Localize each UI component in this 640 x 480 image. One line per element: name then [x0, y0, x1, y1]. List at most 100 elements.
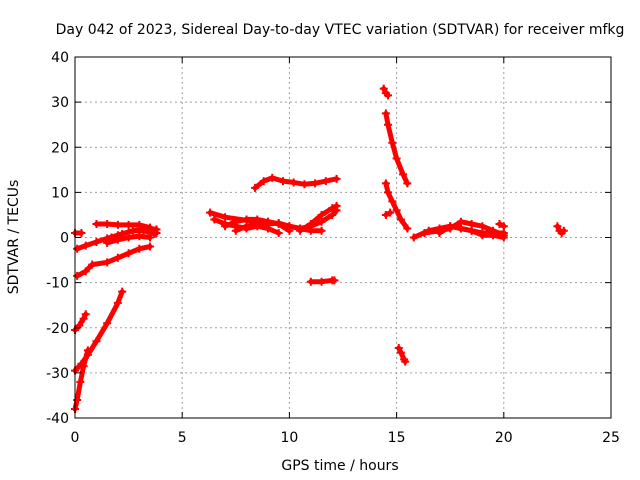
series-s21 — [394, 344, 410, 366]
data-point — [81, 241, 90, 250]
data-point — [92, 337, 101, 346]
data-point — [113, 220, 122, 229]
series-s4 — [107, 226, 159, 242]
data-point — [221, 222, 230, 231]
series-s3 — [92, 219, 161, 237]
data-point — [311, 179, 320, 188]
data-point — [392, 206, 401, 215]
data-point — [381, 179, 390, 188]
data-point — [317, 226, 326, 235]
data-point — [79, 362, 88, 371]
data-point — [332, 174, 341, 183]
series-s14 — [296, 201, 341, 235]
x-tick-label: 0 — [71, 430, 80, 446]
data-point — [381, 109, 390, 118]
data-point — [253, 219, 262, 228]
y-tick-label: 10 — [51, 185, 69, 201]
data-point — [92, 219, 101, 228]
series-line — [383, 180, 410, 231]
series-s20 — [381, 208, 395, 219]
data-point — [328, 210, 337, 219]
data-point — [384, 120, 393, 129]
data-point — [118, 287, 127, 296]
y-tick-label: 20 — [51, 140, 69, 156]
data-point — [83, 346, 92, 355]
data-point — [328, 204, 337, 213]
data-point — [456, 224, 465, 233]
data-point — [285, 222, 294, 231]
data-point — [274, 228, 283, 237]
series-s15 — [251, 173, 341, 192]
data-point — [146, 233, 155, 242]
data-point — [495, 219, 504, 228]
data-point — [321, 177, 330, 186]
chart-title: Day 042 of 2023, Sidereal Day-to-day VTE… — [56, 22, 625, 38]
axis-ticks: 0 5 10 15 20 25 -40 -30 -20 -10 0 10 20 30 40 — [46, 50, 620, 446]
data-point — [379, 84, 388, 93]
data-point — [77, 228, 86, 237]
y-tick-label: 30 — [51, 95, 69, 111]
data-point — [76, 377, 85, 386]
data-point — [489, 231, 498, 240]
y-tick-label: -20 — [46, 321, 69, 337]
x-tick-label: 10 — [280, 430, 298, 446]
x-tick-label: 25 — [602, 430, 620, 446]
data-point — [103, 258, 112, 267]
data-point — [392, 154, 401, 163]
data-point — [242, 215, 251, 224]
data-point — [478, 231, 487, 240]
data-point — [384, 91, 393, 100]
data-point — [92, 238, 101, 247]
data-point — [386, 208, 395, 217]
series-s18 — [381, 109, 412, 188]
data-point — [388, 197, 397, 206]
data-point — [399, 170, 408, 179]
data-point — [73, 271, 82, 280]
data-point — [88, 260, 97, 269]
series-s24 — [435, 222, 508, 242]
series-s7 — [71, 310, 90, 335]
data-point — [467, 219, 476, 228]
series-s8 — [71, 287, 127, 375]
data-point — [403, 179, 412, 188]
y-tick-label: 40 — [51, 50, 69, 66]
data-point — [300, 180, 309, 189]
series-s16 — [306, 276, 339, 286]
data-point — [332, 201, 341, 210]
x-tick-label: 5 — [178, 430, 187, 446]
data-point — [268, 173, 277, 182]
data-point — [79, 314, 88, 323]
series-s26 — [553, 222, 568, 237]
y-tick-label: -10 — [46, 276, 69, 292]
data-point — [478, 222, 487, 231]
y-tick-label: -40 — [46, 411, 69, 427]
data-point — [553, 222, 562, 231]
data-point — [263, 219, 272, 228]
data-point — [559, 226, 568, 235]
data-point — [306, 277, 315, 286]
series-s19 — [381, 179, 412, 233]
data-point — [420, 228, 429, 237]
data-point — [103, 319, 112, 328]
series-line — [554, 223, 567, 236]
data-point — [317, 277, 326, 286]
data-point — [210, 215, 219, 224]
data-point — [139, 226, 148, 235]
grid-lines — [75, 57, 611, 418]
data-point — [499, 222, 508, 231]
data-point — [317, 210, 326, 219]
data-point — [394, 344, 403, 353]
data-point — [73, 244, 82, 253]
data-point — [499, 233, 508, 242]
data-point — [124, 233, 133, 242]
y-axis-label: SDTVAR / TECUs — [6, 180, 22, 295]
data-point — [81, 267, 90, 276]
series-s6 — [73, 242, 155, 280]
data-point — [124, 249, 133, 258]
data-point — [409, 233, 418, 242]
data-point — [456, 217, 465, 226]
x-tick-label: 15 — [388, 430, 406, 446]
x-tick-label: 20 — [495, 430, 513, 446]
data-point — [113, 298, 122, 307]
